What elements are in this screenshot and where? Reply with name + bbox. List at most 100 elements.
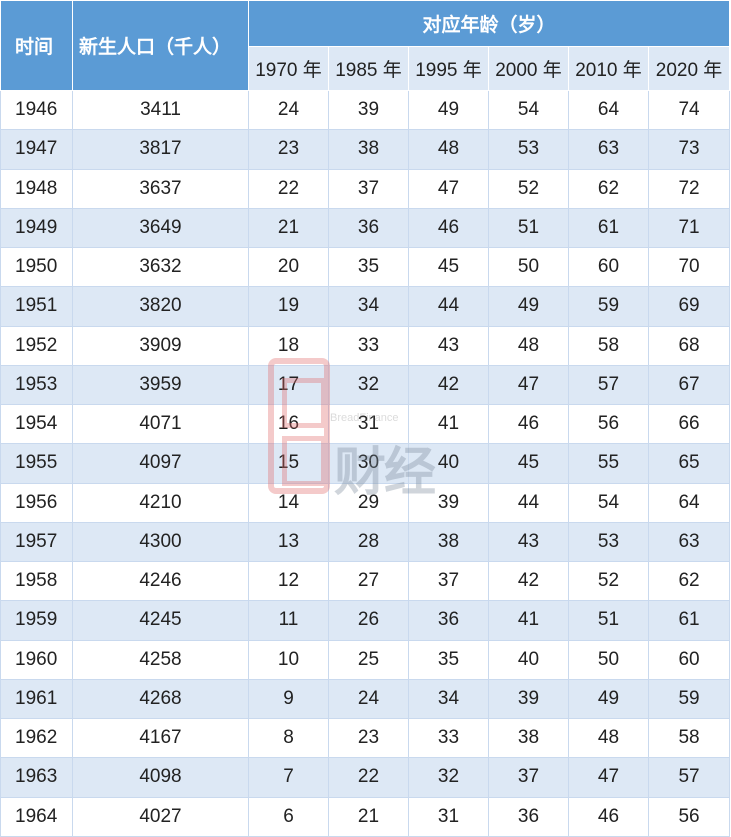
table-row: 1955 4097 15 30 40 45 55 65 <box>0 443 731 484</box>
cell-age: 52 <box>568 560 649 602</box>
cell-age: 22 <box>248 168 329 209</box>
cell-age: 15 <box>248 443 329 484</box>
cell-age: 16 <box>248 403 329 445</box>
cell-births: 3632 <box>72 246 249 288</box>
cell-age: 36 <box>408 600 489 641</box>
cell-age: 63 <box>568 129 649 170</box>
table-row: 1957 4300 13 28 38 43 53 63 <box>0 521 731 563</box>
table-row: 1950 3632 20 35 45 50 60 70 <box>0 246 731 288</box>
cell-age: 61 <box>647 600 731 641</box>
cell-age: 18 <box>248 325 329 366</box>
cell-age: 29 <box>328 482 409 523</box>
cell-age: 57 <box>647 757 731 798</box>
cell-age: 58 <box>568 325 649 366</box>
cell-age: 28 <box>328 521 409 563</box>
cell-age: 7 <box>248 757 329 798</box>
table-row: 1951 3820 19 34 44 49 59 69 <box>0 286 731 327</box>
cell-births: 3909 <box>72 325 249 366</box>
cell-age: 36 <box>488 796 569 837</box>
table-row: 1956 4210 14 29 39 44 54 64 <box>0 482 731 523</box>
cell-age: 37 <box>328 168 409 209</box>
cell-age: 22 <box>328 757 409 798</box>
cell-age: 53 <box>488 129 569 170</box>
cell-births: 4300 <box>72 521 249 563</box>
cell-age: 40 <box>488 639 569 680</box>
header-year-1: 1985 年 <box>328 46 409 91</box>
cell-age: 38 <box>408 521 489 563</box>
cell-age: 47 <box>408 168 489 209</box>
cell-age: 8 <box>248 717 329 759</box>
cell-year: 1960 <box>0 639 73 680</box>
table-row: 1963 4098 7 22 32 37 47 57 <box>0 757 731 798</box>
cell-age: 51 <box>488 207 569 249</box>
cell-age: 50 <box>568 639 649 680</box>
cell-age: 20 <box>248 246 329 288</box>
cell-age: 14 <box>248 482 329 523</box>
cell-age: 46 <box>488 403 569 445</box>
cell-year: 1959 <box>0 600 73 641</box>
header-year-5: 2020 年 <box>647 46 731 91</box>
cell-age: 50 <box>488 246 569 288</box>
cell-age: 59 <box>647 678 731 720</box>
cell-age: 37 <box>488 757 569 798</box>
cell-age: 53 <box>568 521 649 563</box>
cell-age: 44 <box>408 286 489 327</box>
cell-age: 64 <box>568 89 649 131</box>
cell-age: 34 <box>408 678 489 720</box>
cell-age: 23 <box>248 129 329 170</box>
cell-age: 33 <box>408 717 489 759</box>
cell-age: 65 <box>647 443 731 484</box>
table-row: 1953 3959 17 32 42 47 57 67 <box>0 364 731 406</box>
cell-year: 1956 <box>0 482 73 523</box>
cell-births: 3817 <box>72 129 249 170</box>
cell-births: 4167 <box>72 717 249 759</box>
cell-year: 1951 <box>0 286 73 327</box>
cell-births: 4245 <box>72 600 249 641</box>
cell-age: 73 <box>647 129 731 170</box>
cell-age: 32 <box>408 757 489 798</box>
cell-age: 61 <box>568 207 649 249</box>
cell-births: 4258 <box>72 639 249 680</box>
cell-year: 1958 <box>0 560 73 602</box>
cell-age: 17 <box>248 364 329 406</box>
cell-age: 39 <box>488 678 569 720</box>
cell-age: 39 <box>328 89 409 131</box>
cell-age: 57 <box>568 364 649 406</box>
cell-year: 1961 <box>0 678 73 720</box>
cell-age: 38 <box>328 129 409 170</box>
cell-age: 40 <box>408 443 489 484</box>
table-row: 1962 4167 8 23 33 38 48 58 <box>0 717 731 759</box>
cell-age: 39 <box>408 482 489 523</box>
cell-age: 25 <box>328 639 409 680</box>
cell-births: 4098 <box>72 757 249 798</box>
cell-age: 48 <box>568 717 649 759</box>
cell-age: 49 <box>568 678 649 720</box>
table-row: 1959 4245 11 26 36 41 51 61 <box>0 600 731 641</box>
header-year-2: 1995 年 <box>408 46 489 91</box>
cell-age: 19 <box>248 286 329 327</box>
cell-births: 4210 <box>72 482 249 523</box>
table-row: 1961 4268 9 24 34 39 49 59 <box>0 678 731 720</box>
cell-year: 1962 <box>0 717 73 759</box>
cell-year: 1963 <box>0 757 73 798</box>
cell-age: 56 <box>568 403 649 445</box>
cell-age: 68 <box>647 325 731 366</box>
cell-age: 49 <box>488 286 569 327</box>
cell-year: 1957 <box>0 521 73 563</box>
cell-age: 42 <box>408 364 489 406</box>
cell-age: 30 <box>328 443 409 484</box>
header-year-0: 1970 年 <box>248 46 329 91</box>
cell-age: 24 <box>248 89 329 131</box>
cell-age: 43 <box>408 325 489 366</box>
cell-age: 67 <box>647 364 731 406</box>
table-row: 1947 3817 23 38 48 53 63 73 <box>0 129 731 170</box>
table-row: 1964 4027 6 21 31 36 46 56 <box>0 796 731 837</box>
cell-age: 66 <box>647 403 731 445</box>
cell-age: 70 <box>647 246 731 288</box>
cell-age: 45 <box>488 443 569 484</box>
cell-age: 54 <box>568 482 649 523</box>
header-time: 时间 <box>0 0 73 91</box>
cell-age: 31 <box>408 796 489 837</box>
cell-year: 1952 <box>0 325 73 366</box>
cell-age: 46 <box>408 207 489 249</box>
